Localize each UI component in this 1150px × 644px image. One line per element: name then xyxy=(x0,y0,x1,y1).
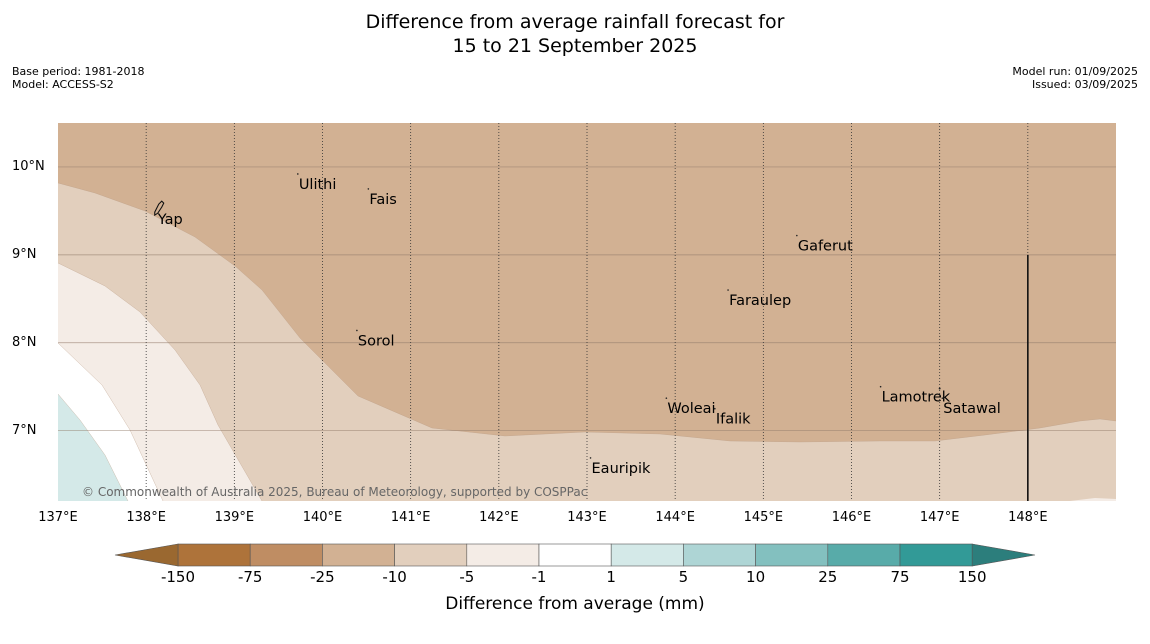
lat-tick-label: 8°N xyxy=(12,334,37,350)
colorbar-tick: 5 xyxy=(678,568,689,586)
meta-right: Model run: 01/09/2025 Issued: 03/09/2025 xyxy=(1012,65,1138,91)
place-marker-3 xyxy=(796,234,798,237)
lon-tick-label: 148°E xyxy=(1008,510,1048,525)
base-period-text: Base period: 1981-2018 xyxy=(12,65,145,78)
lat-tick-label: 7°N xyxy=(12,422,37,438)
lon-tick-label: 145°E xyxy=(743,510,784,525)
place-label-woleai: Woleai xyxy=(667,401,715,417)
lon-tick-label: 137°E xyxy=(38,510,78,525)
lon-tick-label: 147°E xyxy=(919,510,960,525)
colorbar xyxy=(114,543,1036,567)
colorbar-segment xyxy=(755,543,829,567)
colorbar-segment xyxy=(394,543,468,567)
model-run-text: Model run: 01/09/2025 xyxy=(1012,65,1138,78)
place-marker-7 xyxy=(665,397,668,399)
band-wet-1 xyxy=(58,394,128,501)
band-minus10 xyxy=(58,183,1116,501)
issued-text: Issued: 03/09/2025 xyxy=(1031,78,1138,91)
contour-line-1 xyxy=(58,262,263,501)
place-label-yap: Yap xyxy=(157,212,183,228)
colorbar-segment xyxy=(249,543,323,567)
place-label-ifalik: Ifalik xyxy=(716,412,751,428)
lon-tick-label: 139°E xyxy=(214,510,255,525)
colorbar-extend-low xyxy=(114,543,179,567)
colorbar-tick: 1 xyxy=(606,568,616,586)
colorbar-tick: -150 xyxy=(160,568,196,586)
colorbar-tick: 150 xyxy=(957,568,987,586)
place-marker-6 xyxy=(879,385,882,388)
place-label-fais: Fais xyxy=(369,192,396,208)
colorbar-segment xyxy=(177,543,251,567)
model-text: Model: ACCESS-S2 xyxy=(12,78,114,91)
place-marker-0 xyxy=(297,173,299,175)
lon-tick-label: 140°E xyxy=(302,510,343,525)
place-marker-9 xyxy=(941,397,944,399)
place-label-lamotrek: Lamotrek xyxy=(882,390,951,406)
colorbar-segment xyxy=(538,543,612,567)
contour-line-3 xyxy=(58,393,129,501)
lon-tick-label: 142°E xyxy=(479,510,519,525)
colorbar-tick: 10 xyxy=(746,568,766,586)
colorbar-tick: -10 xyxy=(382,568,407,586)
colorbar-segment xyxy=(899,543,973,567)
place-label-faraulep: Faraulep xyxy=(729,293,791,309)
colorbar-tick: 25 xyxy=(818,568,838,586)
place-label-satawal: Satawal xyxy=(943,401,1000,417)
lat-tick-label: 9°N xyxy=(12,246,37,262)
place-label-eauripik: Eauripik xyxy=(592,461,651,477)
colorbar-tick: -5 xyxy=(459,568,475,586)
islet-marker xyxy=(938,387,941,390)
colorbar-tick: 75 xyxy=(890,568,910,586)
place-label-sorol: Sorol xyxy=(358,333,395,349)
lat-tick-label: 10°N xyxy=(12,158,45,174)
lon-tick-label: 138°E xyxy=(126,510,166,525)
lon-tick-label: 143°E xyxy=(567,510,607,525)
meta-left: Base period: 1981-2018 Model: ACCESS-S2 xyxy=(12,65,144,91)
place-marker-1 xyxy=(367,188,370,190)
copyright-text: © Commonwealth of Australia 2025, Bureau… xyxy=(82,485,588,499)
colorbar-tick: -1 xyxy=(531,568,547,586)
colorbar-tick: -25 xyxy=(310,568,335,586)
lon-tick-label: 144°E xyxy=(655,510,695,525)
colorbar-tick: -75 xyxy=(237,568,263,586)
colorbar-segment xyxy=(322,543,395,567)
colorbar-title: Difference from average (mm) xyxy=(445,594,705,614)
lon-tick-label: 146°E xyxy=(831,510,872,525)
colorbar-segment xyxy=(466,543,540,567)
colorbar-segment xyxy=(827,543,901,567)
rainfall-field xyxy=(58,123,1116,501)
title-line-1: Difference from average rainfall forecas… xyxy=(365,11,785,33)
lon-tick-label: 141°E xyxy=(390,510,431,525)
colorbar-segment xyxy=(610,543,684,567)
place-marker-4 xyxy=(727,289,729,291)
title-line-2: 15 to 21 September 2025 xyxy=(452,35,698,57)
place-label-ulithi: Ulithi xyxy=(299,177,337,193)
colorbar-segment xyxy=(683,543,756,567)
place-label-gaferut: Gaferut xyxy=(798,239,853,255)
colorbar-extend-high xyxy=(971,543,1036,567)
band-minus5-strip xyxy=(1070,498,1116,501)
chart-title: Difference from average rainfall forecas… xyxy=(0,10,1150,58)
place-marker-8 xyxy=(714,407,716,410)
yap-island-outline xyxy=(154,200,165,217)
place-marker-5 xyxy=(356,329,358,332)
place-marker-10 xyxy=(589,457,592,459)
